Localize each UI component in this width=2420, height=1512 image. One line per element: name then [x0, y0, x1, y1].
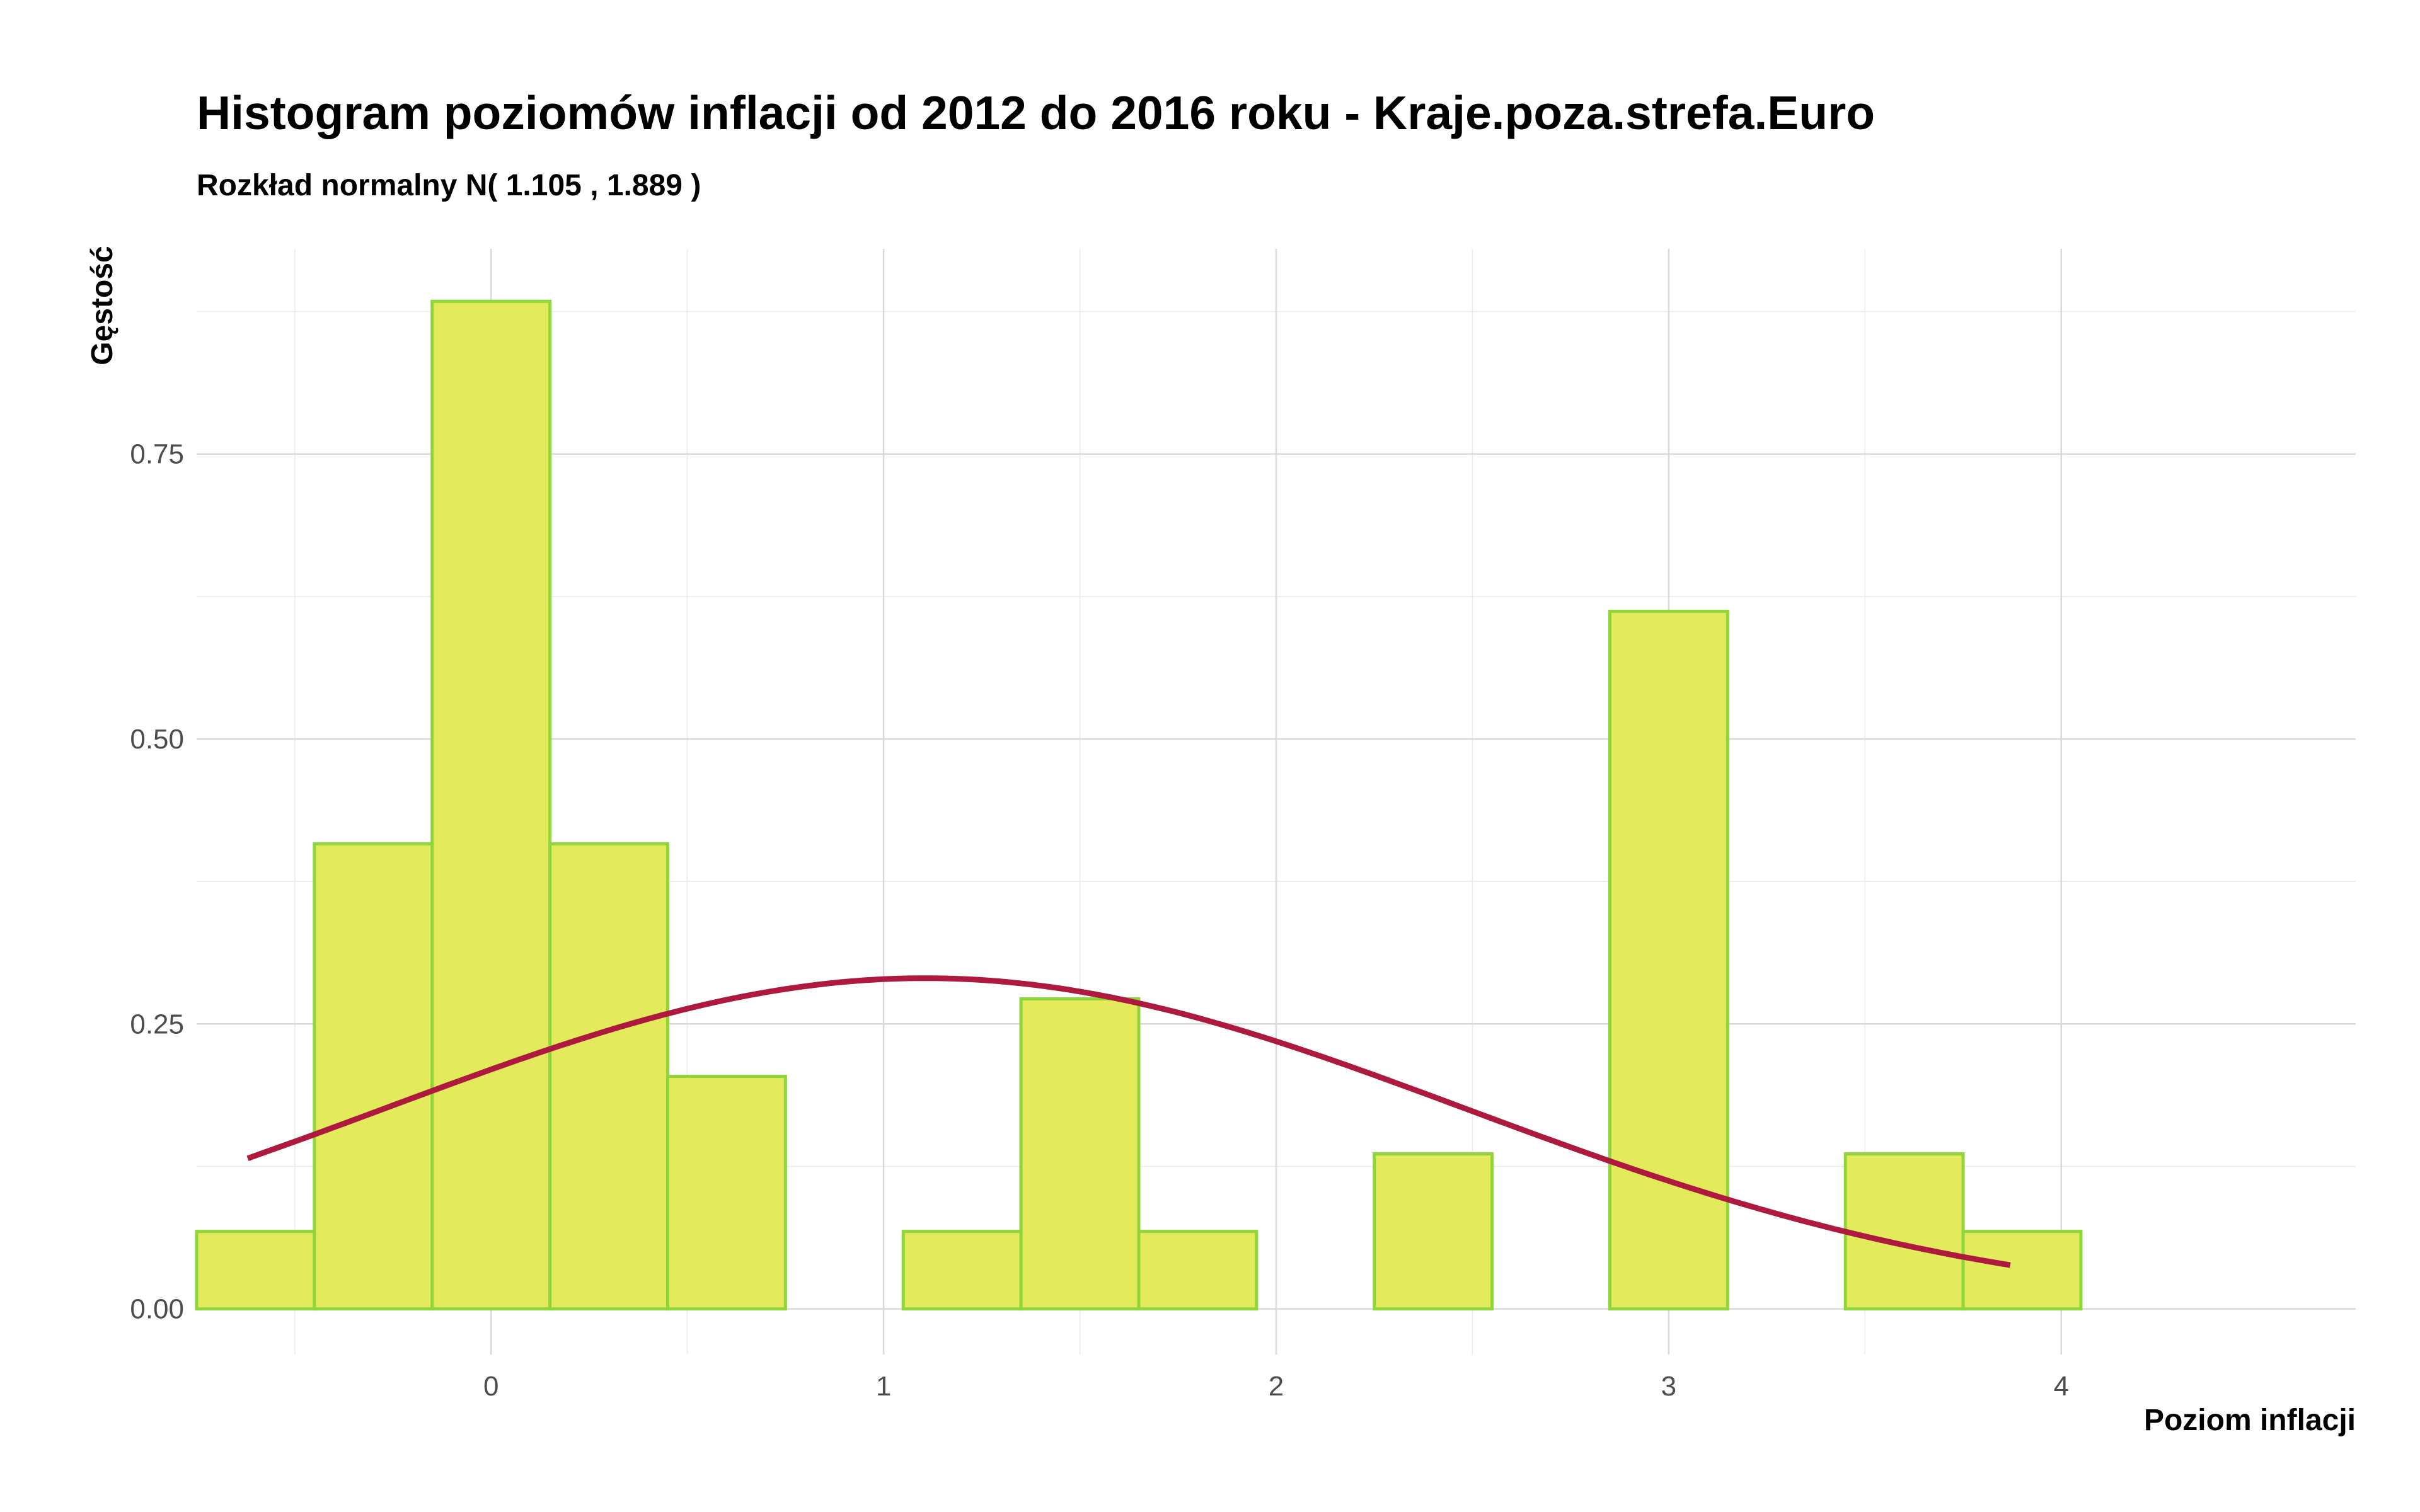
x-tick-label: 1	[876, 1371, 891, 1402]
histogram-bars	[195, 299, 2083, 1311]
chart-subtitle: Rozkład normalny N( 1.105 , 1.889 )	[197, 169, 701, 202]
x-tick-label: 3	[1661, 1371, 1676, 1402]
y-tick-label: 0.00	[130, 1294, 184, 1325]
histogram-bar	[1608, 609, 1729, 1311]
histogram-bar	[548, 842, 669, 1311]
x-tick-label: 0	[483, 1371, 498, 1402]
x-axis-ticks: 0 1 2 3 4	[483, 1371, 2069, 1402]
chart-title: Histogram poziomów inflacji od 2012 do 2…	[197, 86, 1875, 139]
normal-curve-layer	[246, 975, 2011, 1268]
y-axis-ticks: 0.00 0.25 0.50 0.75	[130, 439, 184, 1325]
histogram-bar	[195, 1230, 316, 1311]
normal-density-curve	[246, 975, 2011, 1268]
histogram-bar	[1019, 997, 1141, 1311]
histogram-bar	[1961, 1230, 2083, 1311]
y-tick-label: 0.75	[130, 439, 184, 470]
histogram-bar	[313, 842, 434, 1311]
x-axis-title: Poziom inflacji	[2144, 1404, 2356, 1437]
histogram-bar	[1843, 1152, 1965, 1311]
x-tick-label: 4	[2054, 1371, 2069, 1402]
x-tick-label: 2	[1269, 1371, 1284, 1402]
histogram-bar	[1373, 1152, 1494, 1311]
y-tick-label: 0.50	[130, 724, 184, 755]
y-axis-title: Gęstość	[86, 246, 119, 365]
y-tick-label: 0.25	[130, 1009, 184, 1040]
histogram-bar	[430, 299, 552, 1311]
histogram-bar	[901, 1230, 1023, 1311]
histogram-bar	[1137, 1230, 1259, 1311]
histogram-bar	[666, 1075, 787, 1311]
